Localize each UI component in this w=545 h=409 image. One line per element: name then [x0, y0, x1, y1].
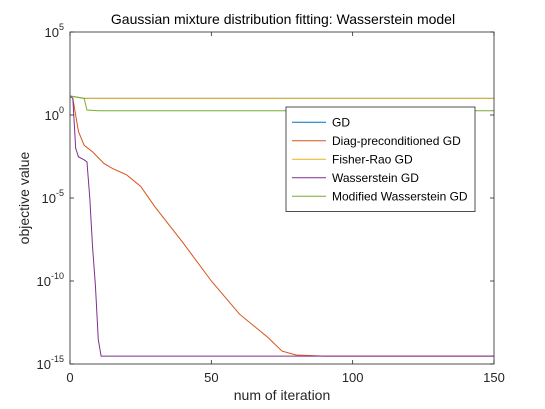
- x-tick-label-3: 150: [483, 370, 505, 385]
- x-tick-label-2: 100: [342, 370, 364, 385]
- series-line-1: [70, 95, 494, 357]
- x-axis-label: num of iteration: [234, 387, 331, 403]
- series-line-3: [70, 95, 494, 357]
- y-tick-label-2: 10-5: [42, 188, 64, 206]
- legend-label-3: Wasserstein GD: [332, 171, 419, 185]
- y-tick-label-3: 100: [45, 105, 64, 123]
- series-line-4: [70, 95, 494, 112]
- legend-box: [285, 106, 476, 212]
- y-tick-label-0: 10-15: [37, 354, 64, 372]
- legend-label-0: GD: [332, 115, 350, 129]
- x-tick-label-1: 50: [204, 370, 218, 385]
- y-tick-label-4: 105: [45, 22, 64, 40]
- legend-label-2: Fisher-Rao GD: [332, 152, 413, 166]
- chart-title: Gaussian mixture distribution fitting: W…: [111, 11, 455, 27]
- legend-label-4: Modified Wasserstein GD: [332, 189, 468, 203]
- legend: GD Diag-preconditioned GD Fisher-Rao GD Was…: [285, 106, 476, 212]
- y-axis-label: objective value: [16, 151, 32, 244]
- legend-label-1: Diag-preconditioned GD: [332, 134, 461, 148]
- y-tick-label-1: 10-10: [37, 271, 64, 289]
- x-tick-label-0: 0: [66, 370, 73, 385]
